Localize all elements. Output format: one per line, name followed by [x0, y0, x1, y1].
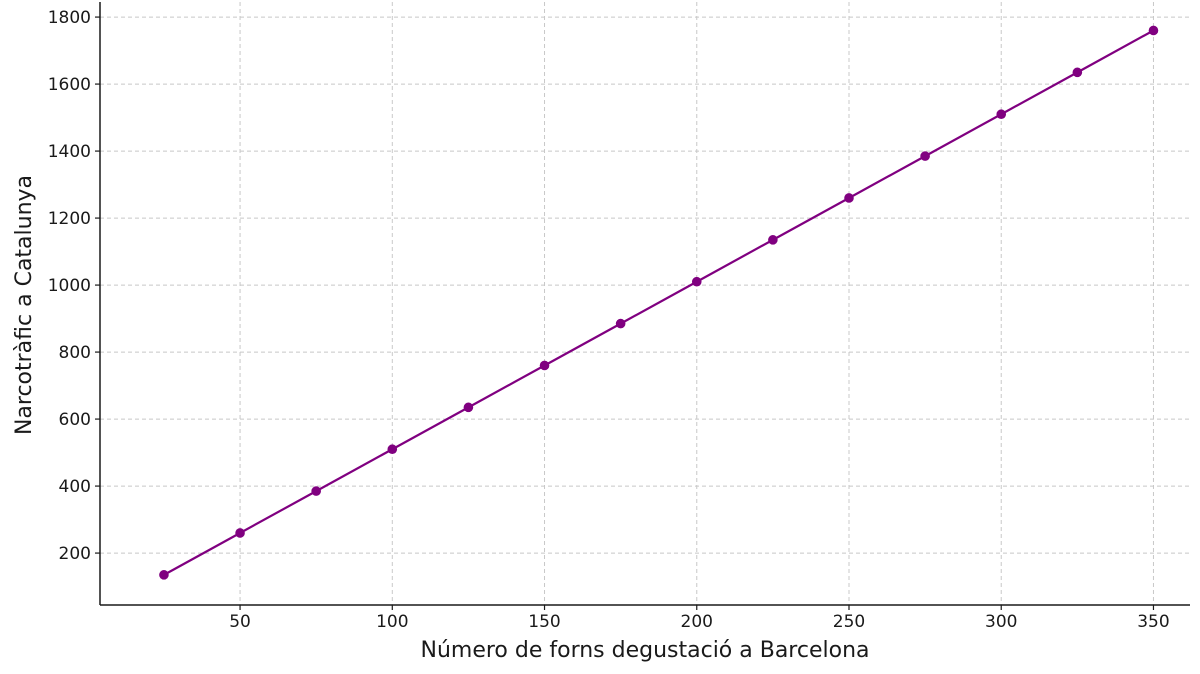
data-point: [615, 318, 626, 329]
data-point: [691, 276, 702, 287]
x-tick-label: 300: [985, 612, 1017, 632]
data-point: [996, 109, 1007, 120]
x-tick-label: 350: [1137, 612, 1169, 632]
data-point: [311, 486, 321, 496]
y-tick-label: 1000: [48, 276, 91, 296]
data-point: [159, 570, 169, 580]
data-series: [159, 25, 1159, 580]
y-tick-label: 1400: [48, 142, 91, 162]
y-tick-label: 400: [59, 477, 91, 497]
data-point: [768, 235, 778, 245]
y-tick-label: 200: [59, 544, 91, 564]
y-tick-label: 800: [59, 343, 91, 363]
data-point: [539, 360, 550, 371]
x-axis-ticks: 50 100 150 200 250 300 350: [229, 605, 1170, 632]
y-tick-label: 1800: [48, 8, 91, 28]
grid: [100, 2, 1190, 605]
data-point: [235, 528, 245, 538]
x-tick-label: 150: [528, 612, 560, 632]
y-axis-title: Narcotràfic a Catalunya: [12, 175, 37, 435]
y-tick-label: 1600: [48, 75, 91, 95]
data-point: [387, 444, 398, 455]
series-line: [163, 29, 1154, 576]
data-point: [1148, 25, 1159, 36]
data-point: [920, 151, 930, 161]
x-tick-label: 100: [376, 612, 408, 632]
x-tick-label: 200: [681, 612, 713, 632]
x-tick-label: 250: [833, 612, 865, 632]
y-tick-label: 1200: [48, 209, 91, 229]
data-point: [844, 193, 854, 203]
axes: [99, 2, 1190, 606]
data-point: [463, 402, 474, 413]
x-tick-label: 50: [229, 612, 251, 632]
y-axis-ticks: 200 400 600 800 1000 1200 1400 1600 1800: [48, 8, 100, 564]
data-point: [1072, 67, 1083, 78]
x-axis-title: Número de forns degustació a Barcelona: [420, 638, 869, 663]
y-tick-label: 600: [59, 410, 91, 430]
